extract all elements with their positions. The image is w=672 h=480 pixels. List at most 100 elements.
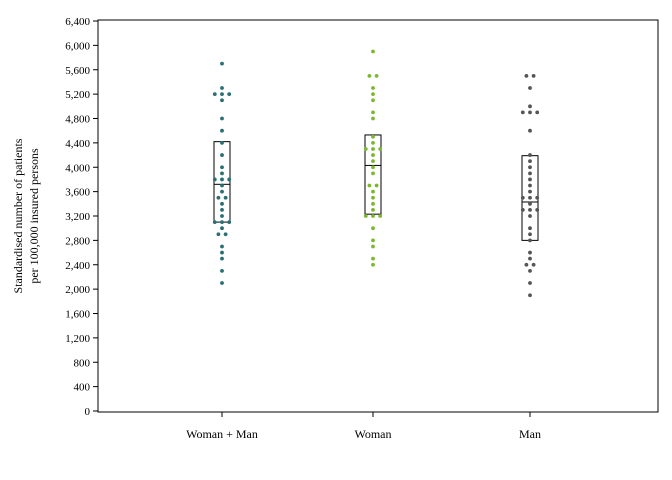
data-point: [528, 86, 532, 90]
data-point: [367, 73, 372, 78]
data-point: [524, 262, 529, 267]
data-point: [520, 110, 525, 115]
data-point: [535, 195, 540, 200]
data-point: [212, 220, 217, 224]
data-point: [220, 256, 224, 261]
data-point: [216, 232, 221, 237]
y-axis-title-line-1: Standardised number of patients: [11, 138, 25, 293]
data-point: [371, 159, 375, 164]
data-point: [220, 226, 224, 231]
data-point: [371, 86, 375, 90]
data-point: [374, 73, 379, 78]
data-point: [531, 73, 536, 78]
data-point: [220, 220, 224, 224]
data-point: [535, 110, 540, 115]
data-point: [220, 128, 224, 133]
data-point: [227, 220, 232, 224]
data-point: [535, 208, 540, 212]
data-point: [528, 183, 532, 188]
data-point: [371, 147, 375, 151]
data-point: [220, 250, 224, 255]
y-tick-label: 4,800: [65, 114, 90, 126]
data-point: [220, 165, 224, 170]
data-point: [374, 183, 379, 188]
data-point: [371, 256, 375, 261]
data-point: [528, 104, 532, 109]
data-point: [528, 226, 532, 231]
y-tick-label: 2,800: [65, 235, 90, 247]
data-point: [220, 171, 224, 176]
data-point: [367, 183, 372, 188]
data-point: [371, 208, 375, 212]
data-point: [371, 189, 375, 194]
x-category-label: Woman + Man: [186, 427, 258, 441]
y-tick-label: 2,400: [65, 260, 90, 272]
y-tick-label: 4,400: [65, 138, 90, 150]
data-point: [528, 171, 532, 176]
data-point: [520, 195, 525, 200]
data-point: [363, 147, 368, 151]
data-point: [528, 293, 532, 298]
data-point: [371, 92, 375, 97]
data-point: [528, 208, 532, 212]
y-axis: 0 400 800 1,200 1,600 2,000 2,400 2,800 3,200 3,6…: [65, 16, 98, 418]
data-point: [212, 177, 217, 182]
data-point: [220, 153, 224, 157]
data-point: [528, 153, 532, 157]
data-point: [524, 73, 529, 78]
data-point: [528, 214, 532, 218]
data-point: [528, 165, 532, 170]
x-axis: Woman + Man Woman Man: [186, 412, 541, 441]
data-point: [220, 86, 224, 90]
data-point: [528, 128, 532, 133]
boxes: [213, 134, 539, 241]
data-point: [220, 61, 224, 66]
data-point: [528, 159, 532, 164]
y-tick-label: 5,200: [65, 89, 90, 101]
data-point: [220, 116, 224, 121]
data-point: [371, 110, 375, 115]
data-point: [528, 281, 532, 285]
data-point: [371, 238, 375, 243]
y-tick-label: 4,000: [65, 162, 90, 174]
data-point: [371, 262, 375, 267]
x-category-label: Woman: [354, 427, 391, 441]
data-point: [220, 177, 224, 182]
data-point: [227, 177, 232, 182]
y-tick-label: 800: [74, 357, 91, 369]
data-point: [371, 214, 375, 218]
data-point: [528, 110, 532, 115]
y-tick-label: 400: [74, 382, 91, 394]
data-point: [371, 49, 375, 54]
data-point: [220, 92, 224, 97]
y-tick-label: 5,600: [65, 65, 90, 77]
data-point: [363, 214, 368, 218]
data-point: [531, 262, 536, 267]
data-point: [371, 140, 375, 145]
data-point: [220, 140, 224, 145]
data-point: [220, 268, 224, 273]
data-point: [220, 201, 224, 206]
data-point: [216, 195, 221, 200]
data-point: [220, 189, 224, 194]
data-point: [371, 171, 375, 176]
data-point: [528, 238, 532, 243]
data-point: [528, 189, 532, 194]
data-point: [378, 214, 383, 218]
data-point: [371, 116, 375, 121]
y-tick-label: 3,200: [65, 211, 90, 223]
plot-frame: [97, 19, 659, 413]
data-point: [227, 92, 232, 97]
y-axis-title-line-2: per 100,000 insured persons: [27, 148, 41, 284]
data-point: [220, 208, 224, 212]
data-point: [528, 268, 532, 273]
data-point: [371, 226, 375, 231]
data-point: [220, 98, 224, 103]
data-point: [220, 214, 224, 218]
data-point: [528, 232, 532, 237]
data-point: [528, 201, 532, 206]
data-point: [371, 165, 375, 170]
data-point: [528, 195, 532, 200]
data-point: [378, 147, 383, 151]
